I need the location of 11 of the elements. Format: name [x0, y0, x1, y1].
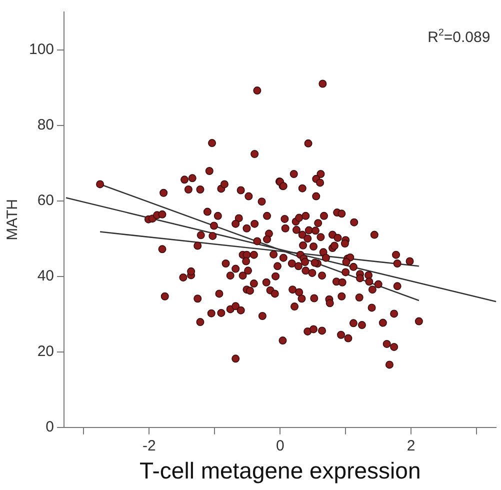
y-tick-label: 80 — [37, 116, 54, 134]
x-tick-label: 0 — [276, 438, 284, 455]
x-axis-title: T-cell metagene expression — [139, 458, 421, 484]
y-tick-label: 40 — [37, 267, 54, 284]
y-axis-title: MATH — [4, 199, 22, 240]
y-tick-label: 60 — [37, 192, 54, 209]
y-tick-label: 20 — [37, 343, 54, 360]
x-tick-label: -2 — [142, 438, 156, 455]
y-tick-label: 100 — [28, 40, 54, 58]
x-tick-label: 2 — [406, 438, 416, 455]
y-tick-label: 0 — [46, 418, 54, 436]
